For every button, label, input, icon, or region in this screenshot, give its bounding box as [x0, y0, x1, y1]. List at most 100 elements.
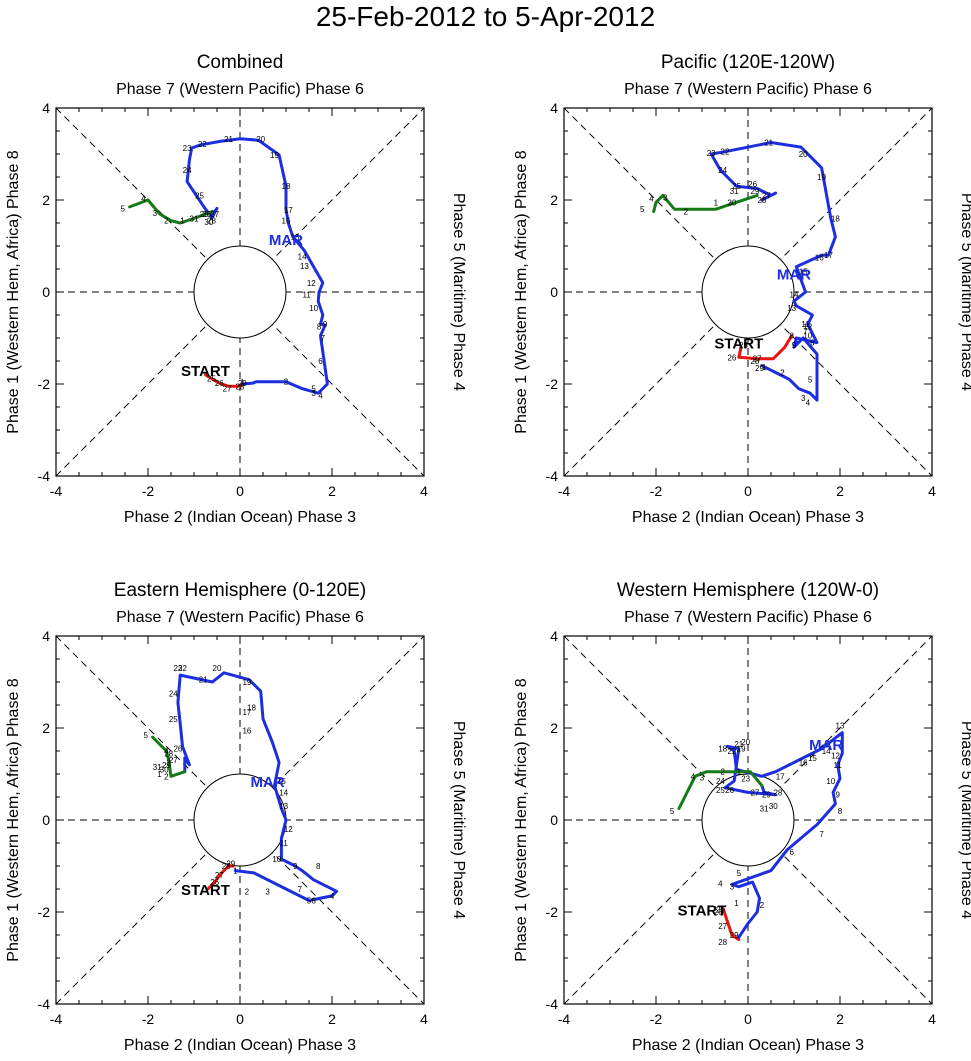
y-tick-label: 0	[42, 284, 50, 300]
diagonal-line	[563, 107, 933, 477]
day-label: 19	[737, 745, 746, 754]
day-label: 15	[799, 267, 808, 276]
day-label: 11	[280, 839, 289, 848]
diagonal-line	[563, 107, 933, 477]
day-label: 3	[265, 887, 270, 896]
top-axis-label: Phase 7 (Western Pacific) Phase 6	[624, 609, 872, 626]
day-label: 2	[720, 768, 725, 777]
day-label: 19	[242, 678, 251, 687]
day-label: 22	[198, 140, 207, 149]
day-label: 17	[776, 772, 785, 781]
month-label-mar: MAR	[269, 232, 303, 249]
day-label: 23	[183, 144, 192, 153]
day-label: 28	[164, 749, 173, 758]
day-label: 7	[803, 327, 808, 336]
x-tick-label: 2	[836, 1011, 844, 1027]
y-tick-label: -2	[546, 904, 559, 920]
day-label: 4	[330, 892, 335, 901]
bottom-axis-label: Phase 2 (Indian Ocean) Phase 3	[632, 509, 864, 526]
day-label: 9	[323, 320, 328, 329]
series-mar-line	[709, 141, 837, 402]
day-label: 1	[233, 867, 238, 876]
x-tick-label: -4	[50, 1011, 63, 1027]
day-label: 25	[716, 906, 725, 915]
day-label: 5	[670, 807, 675, 816]
day-label: 29	[162, 761, 171, 770]
day-label: 10	[272, 855, 281, 864]
day-label: 7	[321, 334, 326, 343]
day-label: 26	[725, 786, 734, 795]
day-label: 18	[282, 182, 291, 191]
day-label: 26	[173, 745, 182, 754]
day-label: 19	[817, 173, 826, 182]
y-tick-label: -4	[38, 996, 51, 1012]
diagonal-line	[563, 635, 933, 1005]
x-tick-label: -2	[142, 483, 155, 499]
series-feb-line	[204, 373, 244, 388]
bottom-axis-label: Phase 2 (Indian Ocean) Phase 3	[632, 1037, 864, 1054]
series-apr-line	[151, 735, 187, 778]
day-label: 31	[153, 763, 162, 772]
y-tick-label: 4	[42, 100, 50, 116]
top-axis-label: Phase 7 (Western Pacific) Phase 6	[624, 81, 872, 98]
left-axis-label: Phase 1 (Western Hem, Africa) Phase 8	[513, 678, 530, 961]
month-label-mar: MAR	[251, 774, 285, 791]
x-tick-label: -2	[650, 483, 663, 499]
diagonal-line	[55, 635, 425, 1005]
day-label: 29	[200, 210, 209, 219]
day-label: 9	[792, 341, 797, 350]
day-label: 24	[716, 777, 725, 786]
day-label: 27	[750, 788, 759, 797]
y-tick-label: -2	[38, 904, 51, 920]
day-label: 3	[153, 209, 158, 218]
day-label: 15	[291, 233, 300, 242]
day-label: 30	[727, 198, 736, 207]
diagonal-line	[55, 107, 425, 477]
y-tick-label: 2	[550, 720, 558, 736]
day-label: 1	[762, 363, 767, 372]
day-label: 26	[202, 210, 211, 219]
unit-circle	[701, 245, 795, 339]
day-label: 18	[247, 703, 256, 712]
series-feb-line	[737, 334, 794, 361]
day-label: 11	[801, 320, 810, 329]
day-label: 26	[714, 908, 723, 917]
x-tick-label: -2	[650, 1011, 663, 1027]
day-label: 5	[737, 869, 742, 878]
day-label: 31	[730, 187, 739, 196]
right-axis-label: Phase 5 (Maritime) Phase 4	[450, 721, 467, 919]
day-label: 27	[223, 385, 232, 394]
day-label: 12	[831, 752, 840, 761]
day-label: 4	[649, 195, 654, 204]
bottom-axis-label: Phase 2 (Indian Ocean) Phase 3	[124, 509, 356, 526]
day-label: 16	[282, 217, 291, 226]
day-label: 23	[173, 664, 182, 673]
day-label: 8	[838, 807, 843, 816]
y-tick-label: -2	[38, 376, 51, 392]
day-label: 6	[810, 339, 815, 348]
day-label: 1	[734, 899, 739, 908]
day-label: 14	[822, 747, 831, 756]
y-tick-label: 4	[550, 100, 558, 116]
x-tick-label: 4	[928, 1011, 936, 1027]
y-tick-label: 2	[42, 720, 50, 736]
day-label: 2	[245, 887, 250, 896]
x-tick-label: 2	[836, 483, 844, 499]
day-label: 12	[284, 825, 293, 834]
day-label: 28	[757, 196, 766, 205]
day-label: 6	[318, 357, 323, 366]
panel-title: Eastern Hemisphere (0-120E)	[114, 580, 366, 601]
top-axis-label: Phase 7 (Western Pacific) Phase 6	[116, 609, 364, 626]
day-label: 3	[311, 389, 316, 398]
day-label: 27	[762, 191, 771, 200]
x-tick-label: 2	[328, 483, 336, 499]
day-label: 5	[640, 205, 645, 214]
day-label: 25	[732, 182, 741, 191]
left-axis-label: Phase 1 (Western Hem, Africa) Phase 8	[5, 678, 22, 961]
day-label: 12	[307, 279, 316, 288]
day-label: 13	[836, 722, 845, 731]
day-label: 4	[691, 772, 696, 781]
day-label: 2	[284, 378, 289, 387]
start-label: START	[714, 336, 763, 353]
bottom-axis-label: Phase 2 (Indian Ocean) Phase 3	[124, 1037, 356, 1054]
